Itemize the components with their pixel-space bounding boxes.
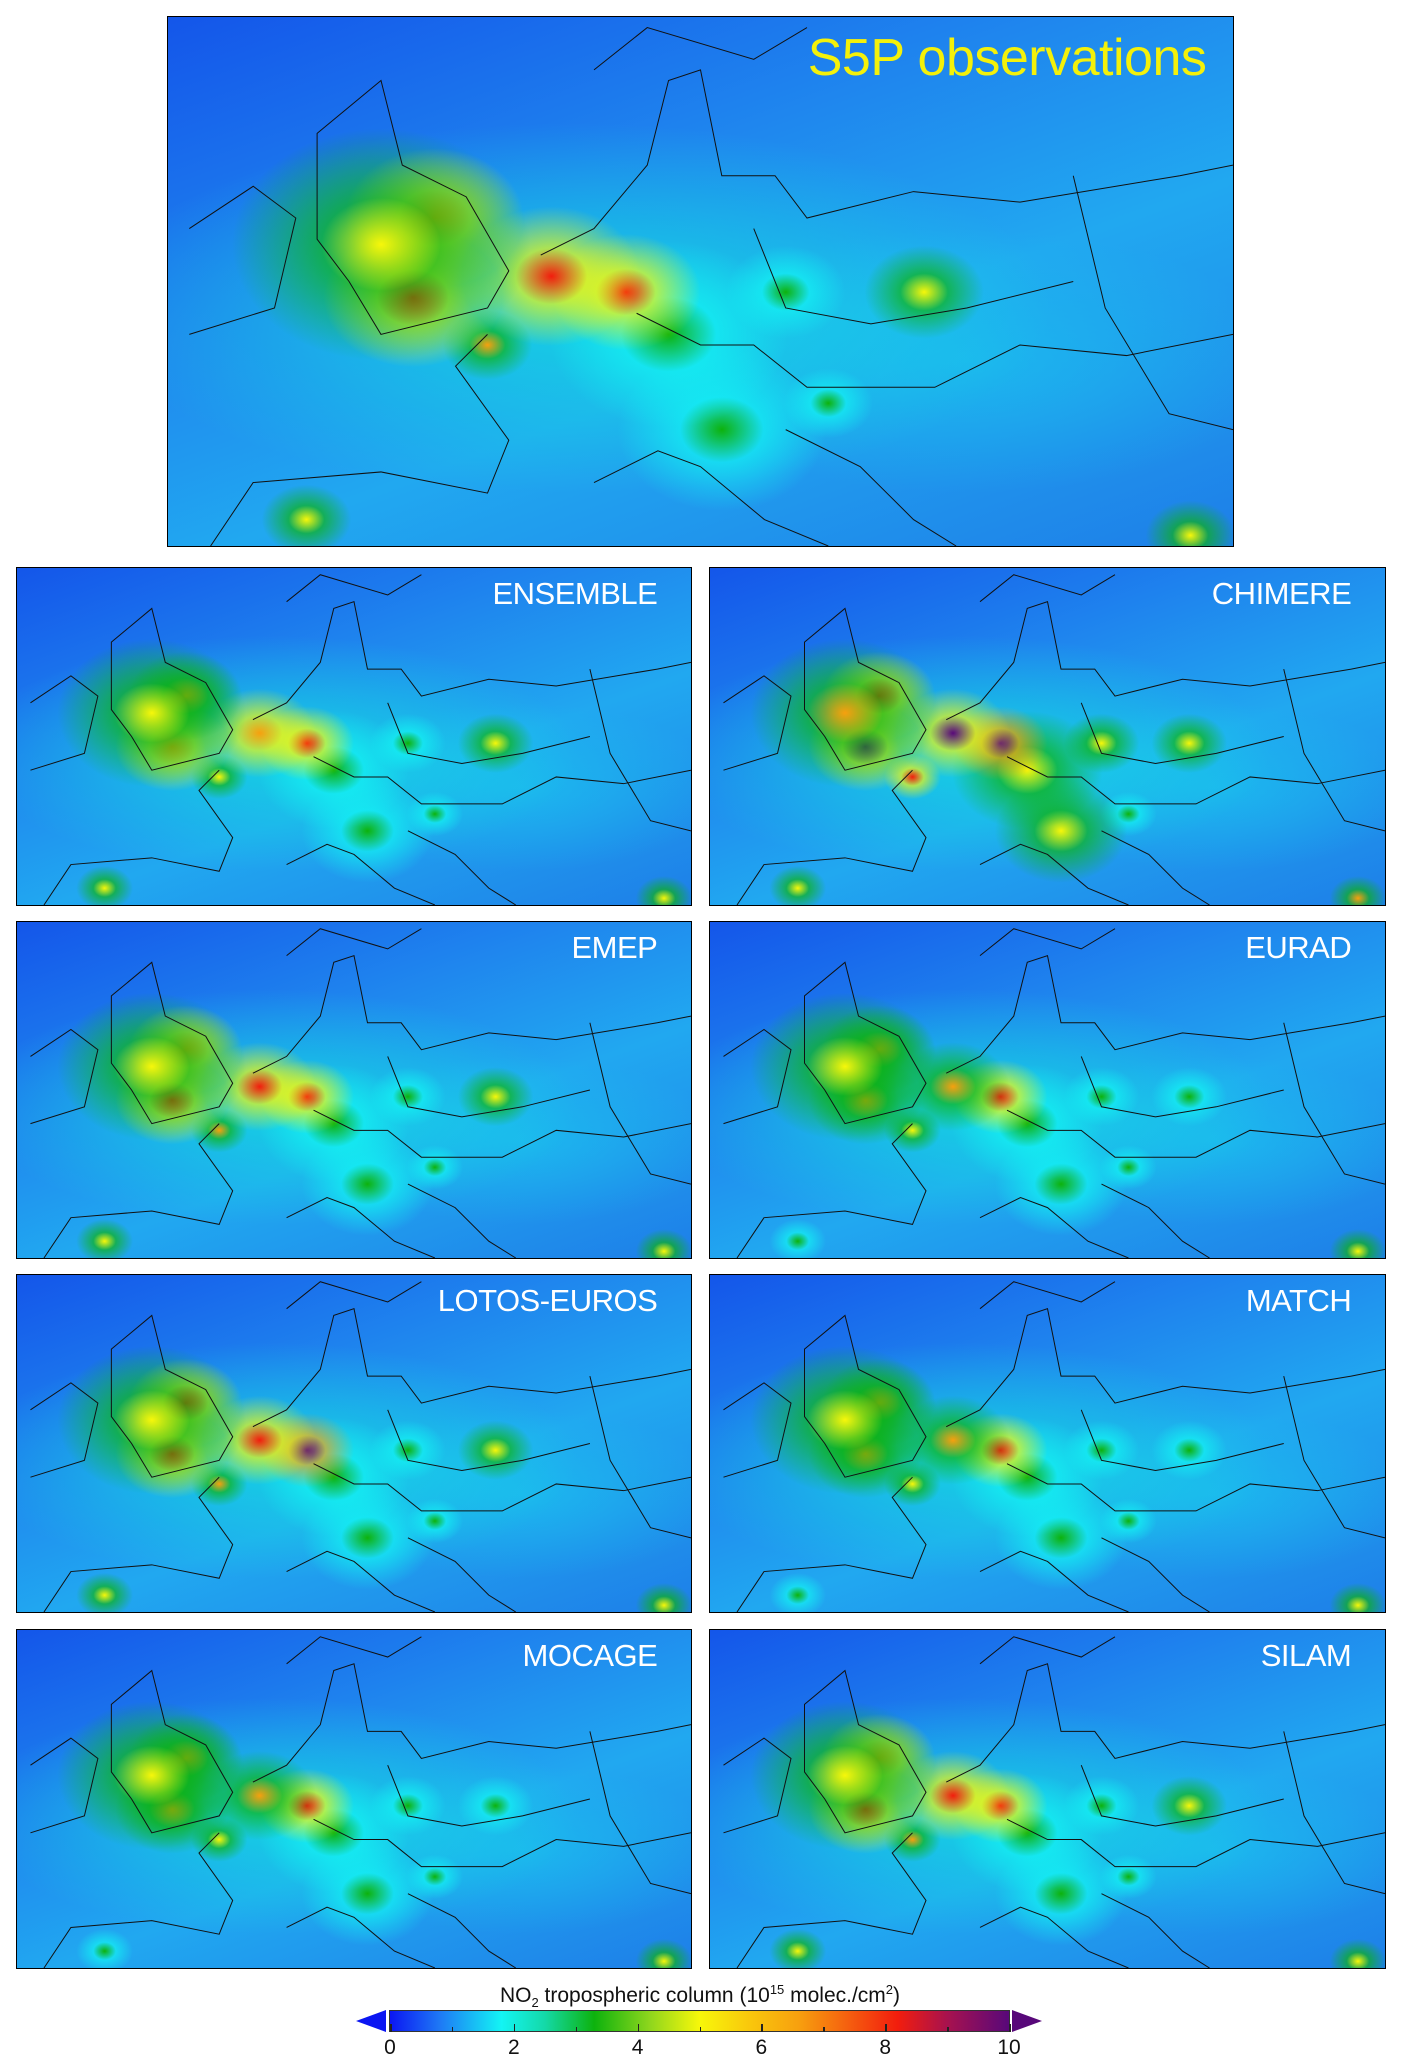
coastline-borders — [17, 922, 691, 1258]
no2-field — [710, 922, 1385, 1258]
map-panel-match: MATCH — [709, 1274, 1386, 1613]
no2-field — [17, 922, 691, 1258]
colorbar-minor-tick — [823, 2027, 825, 2032]
coastline-borders — [17, 1275, 691, 1612]
colorbar-tick-label: 4 — [631, 2036, 644, 2059]
colorbar-extend-max-arrow — [1012, 2010, 1042, 2032]
no2-field — [710, 568, 1385, 905]
panel-title: EMEP — [571, 930, 658, 966]
coastline-borders — [168, 17, 1233, 546]
panel-title: CHIMERE — [1211, 576, 1352, 612]
panel-title: MATCH — [1245, 1283, 1352, 1319]
colorbar-tick-label: 8 — [879, 2036, 892, 2059]
panel-title: MOCAGE — [522, 1638, 658, 1674]
colorbar-minor-tick — [575, 2027, 578, 2032]
map-panel-eurad: EURAD — [709, 921, 1386, 1259]
colorbar-major-tick — [637, 2024, 640, 2032]
colorbar-major-tick — [761, 2024, 763, 2032]
map-panel-silam: SILAM — [709, 1629, 1386, 1969]
no2-field — [17, 1275, 691, 1612]
coastline-borders — [710, 568, 1385, 905]
colorbar-tick-label: 0 — [384, 2036, 396, 2059]
coastline-borders — [17, 1630, 691, 1968]
colorbar-tick-label: 6 — [755, 2036, 768, 2059]
map-panel-chimere: CHIMERE — [709, 567, 1386, 906]
coastline-borders — [17, 568, 691, 905]
coastline-borders — [710, 1630, 1385, 1968]
colorbar-tick-label: 10 — [997, 2036, 1021, 2059]
no2-field — [168, 17, 1233, 546]
panel-title: ENSEMBLE — [492, 576, 658, 612]
no2-field — [17, 1630, 691, 1968]
colorbar-minor-tick — [947, 2027, 949, 2032]
panel-title: EURAD — [1245, 930, 1352, 966]
colorbar-major-tick — [513, 2024, 516, 2032]
colorbar-major-tick — [885, 2024, 887, 2032]
colorbar-extend-min-arrow — [356, 2010, 386, 2032]
no2-field — [710, 1630, 1385, 1968]
colorbar-major-tick — [1009, 2024, 1011, 2032]
map-panel-emep: EMEP — [16, 921, 692, 1259]
no2-field — [710, 1275, 1385, 1612]
panel-title: S5P observations — [807, 28, 1207, 87]
map-panel-lotos-euros: LOTOS-EUROS — [16, 1274, 692, 1613]
colorbar-tick-label: 2 — [507, 2036, 520, 2059]
colorbar-minor-tick — [699, 2027, 701, 2032]
coastline-borders — [710, 1275, 1385, 1612]
coastline-borders — [710, 922, 1385, 1258]
panel-title: LOTOS-EUROS — [437, 1283, 658, 1319]
map-panel-ensemble: ENSEMBLE — [16, 567, 692, 906]
map-panel-s5p: S5P observations — [167, 16, 1234, 547]
panel-title: SILAM — [1260, 1638, 1352, 1674]
map-panel-mocage: MOCAGE — [16, 1629, 692, 1969]
colorbar-minor-tick — [451, 2027, 454, 2032]
colorbar-major-tick — [390, 2024, 392, 2032]
colorbar-title: NO2 tropospheric column (1015 molec./cm2… — [499, 1982, 901, 2011]
no2-field — [17, 568, 691, 905]
